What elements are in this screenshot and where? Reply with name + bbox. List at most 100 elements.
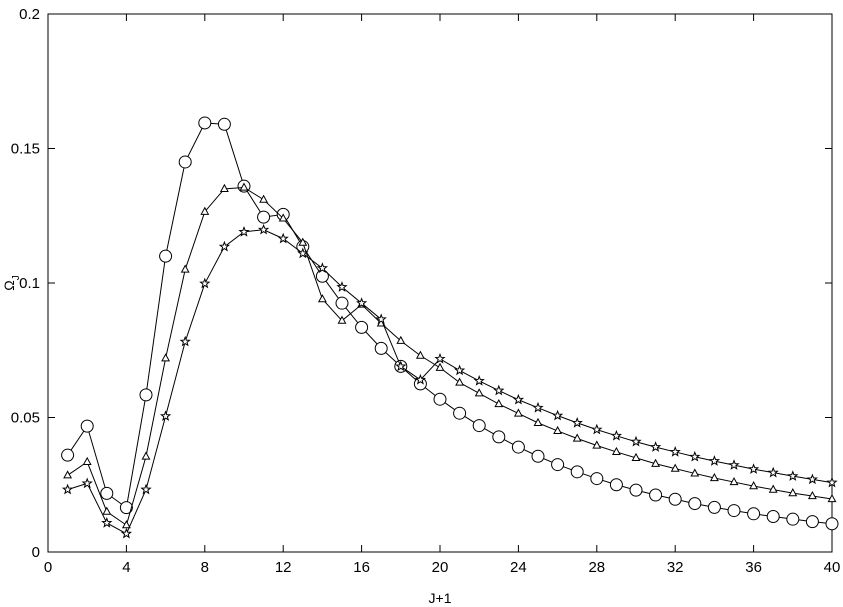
circle-marker: [198, 116, 212, 130]
triangle-marker: [200, 206, 210, 215]
star-marker: [689, 450, 701, 462]
star-marker: [806, 473, 819, 485]
triangle-marker: [121, 520, 131, 529]
x-tick-label: 16: [353, 559, 370, 576]
triangle-marker: [513, 408, 523, 417]
x-tick-label: 20: [432, 559, 449, 576]
star-marker: [453, 364, 466, 376]
star-marker: [473, 375, 485, 386]
circle-marker: [61, 448, 75, 462]
triangle-marker: [788, 488, 798, 497]
circle-marker: [511, 440, 525, 454]
triangle-marker: [533, 417, 543, 426]
x-tick-label: 8: [201, 559, 209, 576]
circle-marker: [786, 512, 800, 526]
star-marker: [787, 470, 799, 481]
star-marker: [826, 476, 838, 488]
triangle-marker: [180, 264, 190, 273]
triangle-marker: [63, 470, 73, 479]
triangle-marker: [219, 183, 229, 192]
triangle-marker: [768, 484, 778, 493]
star-marker: [747, 463, 760, 474]
series-layer: [61, 116, 839, 539]
series-line: [67, 229, 833, 535]
triangle-marker: [670, 463, 680, 472]
circle-marker: [374, 341, 388, 355]
triangle-marker: [729, 477, 739, 486]
circle-marker: [629, 483, 643, 497]
series-line: [67, 186, 833, 526]
triangle-marker: [82, 456, 92, 465]
x-tick-label: 0: [44, 559, 52, 576]
star-marker: [728, 459, 740, 470]
circle-marker: [766, 509, 780, 523]
triangle-marker: [435, 362, 445, 371]
y-axis-title-sub: J: [11, 275, 22, 280]
circle-marker: [609, 478, 623, 492]
star-marker: [159, 410, 172, 421]
star-marker: [101, 517, 113, 528]
star-marker: [551, 409, 564, 421]
star-marker: [277, 232, 289, 244]
star-marker: [120, 527, 133, 539]
triangle-marker: [572, 433, 582, 442]
star-marker: [218, 240, 231, 252]
x-tick-label: 12: [275, 559, 292, 576]
circle-marker: [590, 472, 604, 486]
star-marker: [179, 335, 191, 347]
circle-marker: [688, 497, 702, 511]
circle-marker: [570, 465, 584, 479]
triangle-marker: [592, 440, 602, 449]
triangle-marker: [631, 452, 641, 461]
star-marker: [708, 455, 721, 466]
circle-marker: [139, 388, 153, 402]
circle-marker: [355, 320, 369, 334]
y-tick-label: 0.15: [11, 141, 40, 158]
triangle-marker: [749, 481, 759, 490]
plot-frame: [47, 13, 833, 553]
y-tick-label: 0.05: [11, 410, 40, 427]
star-marker: [238, 225, 250, 237]
triangle-marker: [553, 425, 563, 435]
circle-marker: [472, 419, 486, 433]
circle-marker: [492, 430, 506, 444]
star-marker: [355, 297, 368, 308]
circle-marker: [80, 419, 94, 433]
x-tick-label: 28: [588, 559, 605, 576]
circle-marker: [707, 500, 721, 514]
circle-marker: [217, 117, 231, 131]
circle-marker: [727, 504, 741, 518]
triangle-marker: [396, 335, 406, 344]
star-marker: [336, 281, 348, 292]
svg-text:ΩJ: ΩJ: [1, 275, 22, 290]
star-marker: [649, 441, 662, 452]
series-circle: [61, 116, 839, 531]
y-tick-label: 0.1: [19, 275, 40, 292]
circle-marker: [531, 449, 545, 463]
star-marker: [591, 423, 603, 435]
triangle-marker: [102, 506, 112, 515]
triangle-marker: [611, 446, 621, 456]
star-marker: [375, 313, 387, 325]
circle-marker: [100, 486, 114, 500]
star-marker: [140, 483, 152, 495]
triangle-marker: [337, 315, 347, 324]
circle-marker: [159, 249, 173, 263]
circle-marker: [335, 296, 349, 310]
circle-marker: [668, 492, 682, 506]
triangle-marker: [651, 458, 661, 467]
star-marker: [316, 262, 329, 273]
triangle-marker: [161, 353, 171, 362]
star-marker: [630, 435, 642, 447]
circle-marker: [649, 488, 663, 502]
x-tick-label: 24: [510, 559, 527, 576]
y-axis-title: ΩJ: [1, 275, 22, 290]
series-triangle: [63, 182, 837, 529]
star-marker: [414, 373, 427, 385]
triangle-marker: [239, 182, 249, 191]
circle-marker: [257, 210, 271, 224]
star-marker: [199, 277, 211, 289]
x-axis-title: J+1: [429, 590, 452, 606]
y-tick-label: 0.2: [19, 6, 40, 23]
